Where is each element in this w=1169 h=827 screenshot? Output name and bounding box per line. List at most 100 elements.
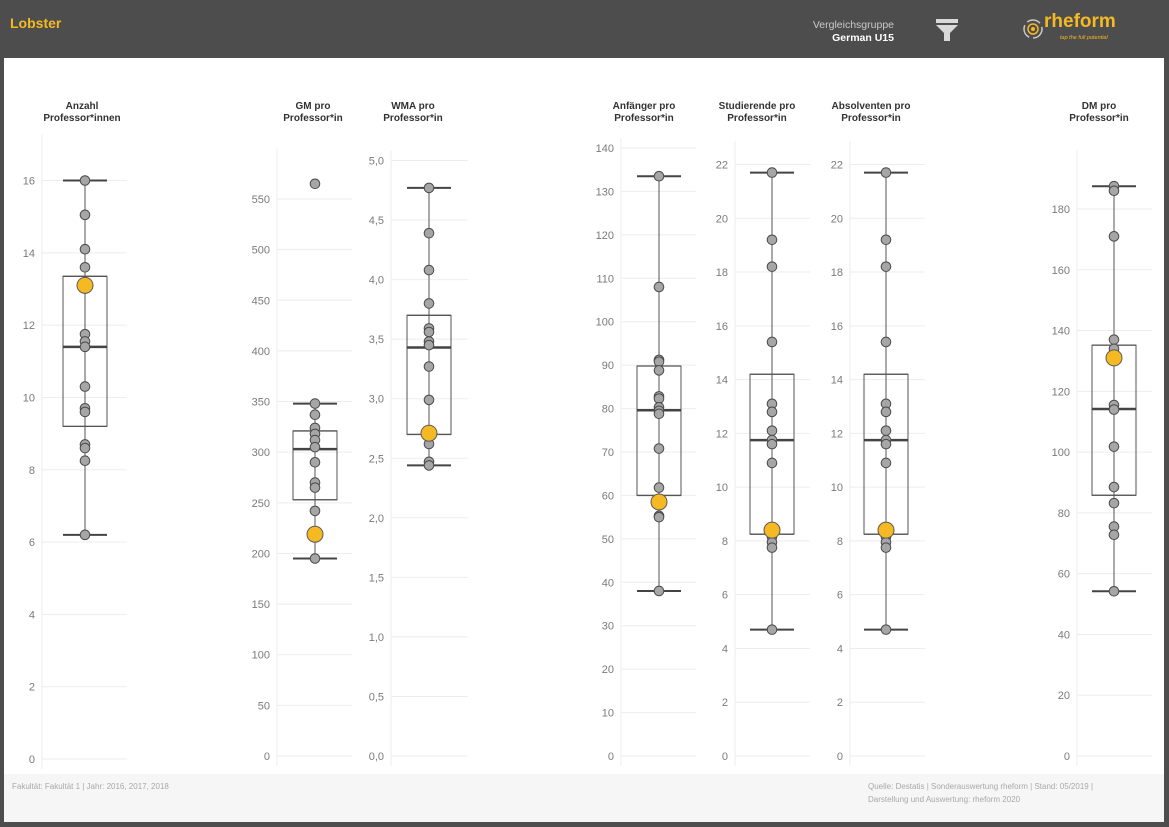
y-tick-label: 50 — [258, 700, 270, 712]
data-point[interactable] — [79, 175, 91, 186]
data-point[interactable] — [423, 460, 435, 471]
data-point[interactable] — [1108, 231, 1120, 242]
funnel-icon[interactable] — [934, 19, 960, 43]
data-point[interactable] — [766, 234, 778, 246]
data-point[interactable] — [653, 585, 665, 597]
data-point[interactable] — [880, 234, 892, 246]
data-point[interactable] — [79, 455, 91, 467]
data-point[interactable] — [423, 264, 435, 276]
data-point[interactable] — [79, 406, 91, 418]
y-tick-label: 100 — [1052, 447, 1070, 459]
data-point[interactable] — [79, 529, 91, 541]
data-point[interactable] — [653, 443, 665, 454]
data-point[interactable] — [1108, 529, 1120, 541]
data-point[interactable] — [1108, 497, 1120, 509]
highlight-point[interactable] — [420, 424, 438, 442]
data-point[interactable] — [766, 261, 778, 272]
data-point[interactable] — [1108, 185, 1120, 197]
comparison-group-label: Vergleichsgruppe — [812, 19, 894, 31]
data-point[interactable] — [79, 341, 91, 353]
footer-filter-info: Fakultät: Fakultät 1 | Jahr: 2016, 2017,… — [12, 782, 169, 791]
highlight-point[interactable] — [76, 276, 94, 294]
data-point[interactable] — [880, 542, 892, 553]
data-point[interactable] — [766, 542, 778, 553]
data-point[interactable] — [880, 425, 892, 436]
y-tick-label: 100 — [252, 650, 270, 662]
data-point[interactable] — [766, 406, 778, 418]
y-tick-label: 70 — [602, 447, 614, 459]
data-point[interactable] — [766, 624, 778, 635]
y-tick-label: 1,5 — [369, 572, 384, 584]
chart-title-line: Professor*in — [614, 113, 673, 124]
y-tick-label: 2 — [837, 697, 843, 709]
data-point[interactable] — [880, 457, 892, 469]
data-point[interactable] — [423, 182, 435, 194]
data-point[interactable] — [423, 326, 435, 338]
data-point[interactable] — [653, 511, 665, 523]
data-point[interactable] — [880, 624, 892, 635]
highlight-point[interactable] — [763, 521, 781, 539]
data-point[interactable] — [653, 365, 665, 376]
highlight-point[interactable] — [306, 525, 324, 543]
data-point[interactable] — [1108, 585, 1120, 597]
y-tick-label: 180 — [1052, 204, 1070, 216]
data-point[interactable] — [653, 356, 665, 367]
y-tick-label: 22 — [831, 160, 843, 172]
data-point[interactable] — [309, 482, 321, 493]
data-point[interactable] — [880, 438, 892, 450]
data-point[interactable] — [1108, 334, 1120, 345]
data-point[interactable] — [880, 406, 892, 418]
data-point[interactable] — [423, 227, 435, 239]
data-point[interactable] — [653, 281, 665, 293]
data-point[interactable] — [79, 243, 91, 255]
data-point[interactable] — [766, 425, 778, 436]
data-point[interactable] — [79, 381, 91, 392]
y-tick-label: 12 — [716, 428, 728, 440]
data-point[interactable] — [309, 457, 321, 468]
chart-title-line: Studierende pro — [719, 101, 796, 112]
data-point[interactable] — [423, 361, 435, 372]
data-point[interactable] — [423, 339, 435, 351]
highlight-point[interactable] — [1105, 349, 1123, 367]
data-point[interactable] — [766, 336, 778, 348]
data-point[interactable] — [766, 457, 778, 469]
data-point[interactable] — [653, 482, 665, 493]
data-point[interactable] — [653, 170, 665, 182]
data-point[interactable] — [309, 553, 321, 564]
data-point[interactable] — [653, 408, 665, 420]
data-point[interactable] — [309, 398, 321, 409]
highlight-point[interactable] — [877, 521, 895, 539]
y-tick-label: 16 — [23, 176, 35, 188]
data-point[interactable] — [1108, 441, 1120, 452]
data-point[interactable] — [766, 167, 778, 178]
data-point[interactable] — [79, 261, 91, 273]
chart-title-line: Professor*in — [1069, 113, 1128, 124]
data-point[interactable] — [1108, 404, 1120, 415]
y-tick-label: 100 — [596, 317, 614, 329]
chart-title-line: WMA pro — [391, 101, 435, 112]
data-point[interactable] — [653, 393, 665, 404]
y-tick-label: 16 — [716, 321, 728, 333]
data-point[interactable] — [79, 209, 91, 221]
data-point[interactable] — [880, 167, 892, 178]
data-point[interactable] — [309, 409, 321, 421]
brand-name: rheform — [1044, 11, 1116, 32]
data-point[interactable] — [423, 298, 435, 309]
data-point[interactable] — [309, 178, 321, 190]
data-point[interactable] — [309, 505, 321, 517]
data-point[interactable] — [1108, 481, 1120, 493]
data-point[interactable] — [880, 261, 892, 272]
data-point[interactable] — [766, 438, 778, 450]
data-point[interactable] — [880, 336, 892, 348]
data-point[interactable] — [423, 394, 435, 406]
y-tick-label: 350 — [252, 397, 270, 409]
highlight-point[interactable] — [650, 493, 668, 511]
data-point[interactable] — [79, 442, 91, 454]
chart-title-line: DM pro — [1082, 101, 1116, 112]
data-point[interactable] — [309, 441, 321, 453]
y-tick-label: 40 — [1058, 629, 1070, 641]
